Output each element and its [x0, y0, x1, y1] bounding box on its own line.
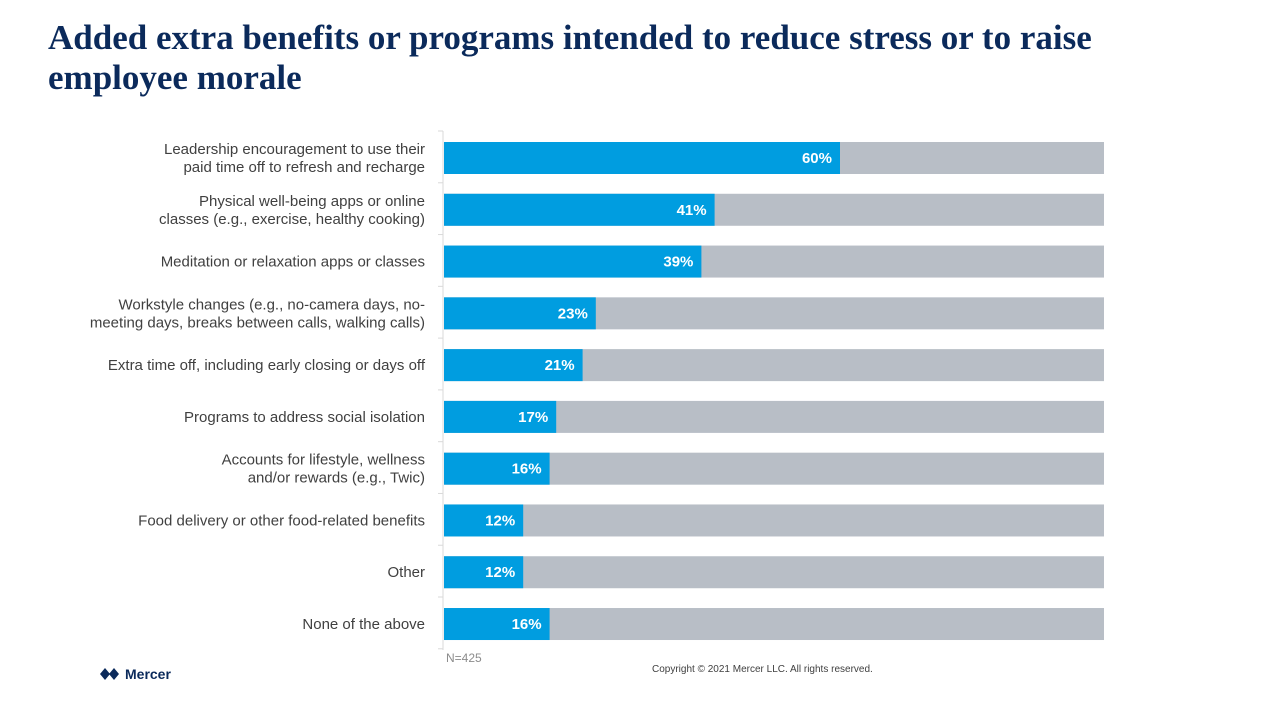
data-label: 41%	[677, 202, 707, 219]
category-label-line: Programs to address social isolation	[184, 409, 425, 426]
data-label: 23%	[558, 305, 588, 322]
category-label: Programs to address social isolation	[184, 409, 425, 426]
data-label: 17%	[518, 409, 548, 426]
bar	[444, 400, 557, 433]
data-label: 12%	[485, 512, 515, 529]
category-label-line: and/or rewards (e.g., Twic)	[248, 470, 425, 487]
mercer-logo: Mercer	[100, 665, 171, 683]
bar-track	[444, 504, 1104, 537]
data-label: 60%	[802, 150, 832, 167]
category-label-line: Workstyle changes (e.g., no-camera days,…	[118, 296, 425, 313]
category-label-line: None of the above	[302, 616, 425, 633]
category-label-line: Leadership encouragement to use their	[164, 141, 425, 158]
category-label: Meditation or relaxation apps or classes	[161, 254, 425, 271]
category-label-line: Extra time off, including early closing …	[108, 357, 426, 374]
category-label-line: Food delivery or other food-related bene…	[138, 512, 425, 529]
data-label: 16%	[512, 461, 542, 478]
data-label: 12%	[485, 564, 515, 581]
category-label-line: Accounts for lifestyle, wellness	[222, 452, 425, 469]
data-label: 39%	[663, 254, 693, 271]
bar-track	[444, 556, 1104, 589]
bar	[444, 556, 524, 589]
category-label: Food delivery or other food-related bene…	[138, 512, 425, 529]
bar	[444, 193, 715, 226]
data-label: 21%	[545, 357, 575, 374]
bar	[444, 608, 550, 641]
data-label: 16%	[512, 616, 542, 633]
category-label: None of the above	[302, 616, 425, 633]
bar	[444, 297, 596, 330]
category-label: Workstyle changes (e.g., no-camera days,…	[90, 296, 425, 331]
category-label: Accounts for lifestyle, wellness and/or r…	[222, 452, 425, 487]
category-label-line: Physical well-being apps or online	[199, 193, 425, 210]
bar	[444, 349, 583, 382]
category-label-line: meeting days, breaks between calls, walk…	[90, 314, 425, 331]
category-label: Physical well-being apps or online classe…	[159, 193, 425, 228]
category-label: Other	[387, 564, 425, 581]
bar-track	[444, 452, 1104, 485]
category-label: Leadership encouragement to use their pai…	[164, 141, 425, 176]
category-label-line: paid time off to refresh and recharge	[183, 159, 425, 176]
category-label-line: Other	[387, 564, 425, 581]
mercer-logo-icon	[100, 668, 119, 680]
copyright-text: Copyright © 2021 Mercer LLC. All rights …	[652, 664, 873, 675]
bar	[444, 504, 524, 537]
category-label-line: Meditation or relaxation apps or classes	[161, 254, 425, 271]
bar-track	[444, 608, 1104, 641]
category-label: Extra time off, including early closing …	[108, 357, 426, 374]
sample-size-note: N=425	[446, 651, 482, 665]
category-label-line: classes (e.g., exercise, healthy cooking…	[159, 211, 425, 228]
bar	[444, 452, 550, 485]
logo-text: Mercer	[125, 666, 171, 682]
bar	[444, 142, 840, 174]
bar	[444, 245, 702, 278]
chart-title: Added extra benefits or programs intende…	[48, 18, 1092, 97]
